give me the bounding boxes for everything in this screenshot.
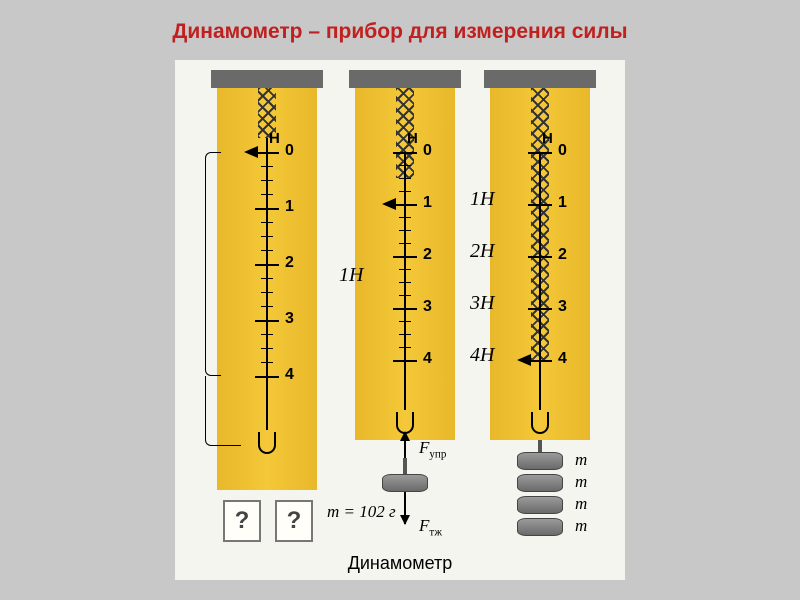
force-1n-label: 1Н (339, 264, 363, 287)
scale-line (539, 152, 541, 410)
page-title: Динамометр – прибор для измерения силы (0, 20, 800, 44)
mass-m-label: m (575, 494, 587, 514)
question-right: ? (275, 500, 313, 542)
weight-disk (517, 452, 563, 470)
side-label-4n: 4Н (470, 344, 494, 367)
side-label-2n: 2Н (470, 240, 494, 263)
pointer (382, 198, 396, 210)
unit-label: Н (269, 130, 280, 147)
board-cap (484, 70, 596, 88)
side-label-1n: 1Н (470, 188, 494, 211)
unit-label: Н (542, 130, 553, 147)
figure-caption: Динамометр (175, 553, 625, 574)
weight-disk (517, 496, 563, 514)
unit-label: Н (407, 130, 418, 147)
mass-m-label: m (575, 472, 587, 492)
dynamometer-2: Н 0 1 2 3 4 (355, 70, 455, 440)
figure-panel: Н 0 1 2 3 4 ? ? Н 0 1 (175, 60, 625, 580)
hook-icon (531, 412, 549, 434)
dynamometer-3: Н 0 1 2 3 4 (490, 70, 590, 440)
f-tyazh-label: Fтж (419, 516, 442, 538)
force-down-arrow (404, 492, 406, 524)
question-left: ? (223, 500, 261, 542)
board-cap (211, 70, 323, 88)
left-bracket-arm (205, 376, 241, 446)
force-up-arrow (404, 432, 406, 458)
left-bracket (205, 152, 221, 376)
side-label-3n: 3Н (470, 292, 494, 315)
mass-m-label: m (575, 516, 587, 536)
weight-disk (382, 474, 428, 492)
mass-m-label: m (575, 450, 587, 470)
spring-shaft (266, 138, 268, 152)
weight-disk (517, 518, 563, 536)
pointer (244, 146, 258, 158)
weight-disk (517, 474, 563, 492)
hook-icon (258, 432, 276, 454)
board-cap (349, 70, 461, 88)
f-upr-label: Fупр (419, 438, 446, 460)
pointer (517, 354, 531, 366)
mass-label: m = 102 г (327, 502, 396, 522)
